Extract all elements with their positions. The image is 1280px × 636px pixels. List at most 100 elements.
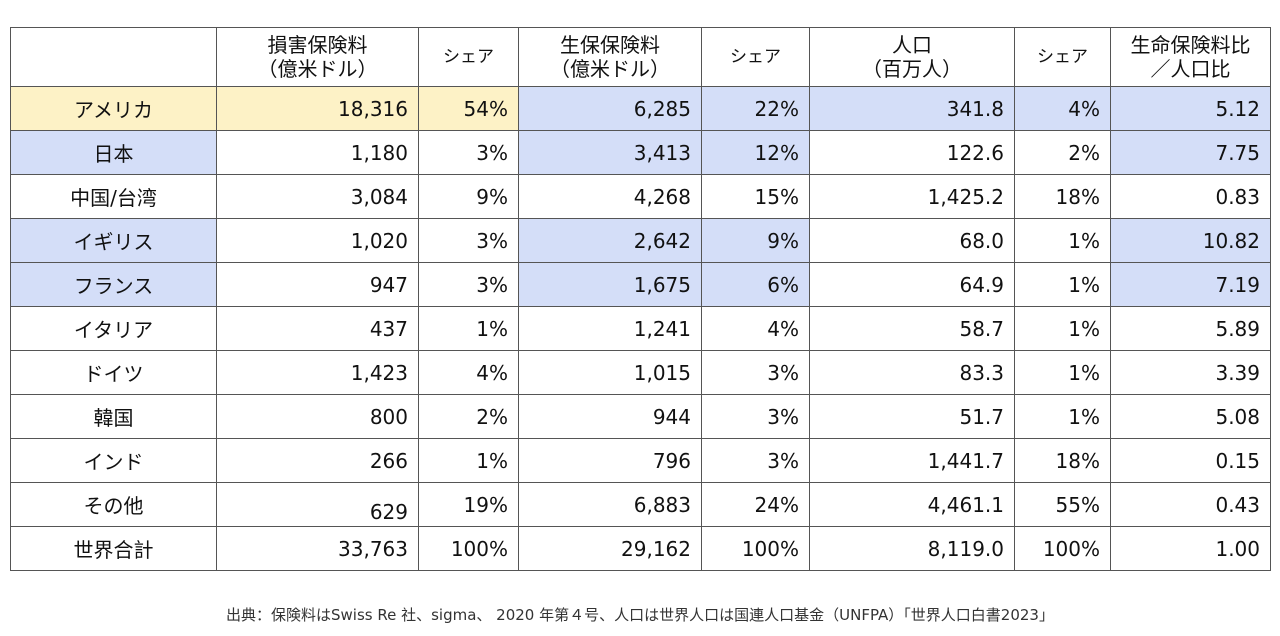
population-share: 100%: [1014, 526, 1111, 571]
country-name: 世界合計: [10, 526, 217, 571]
nonlife-premium: 266: [216, 438, 419, 483]
life-share: 9%: [701, 218, 810, 263]
life-pop-ratio: 0.43: [1110, 482, 1271, 527]
population: 68.0: [809, 218, 1015, 263]
country-name: その他: [10, 482, 217, 527]
life-share: 22%: [701, 86, 810, 131]
population: 51.7: [809, 394, 1015, 439]
header-ratio: 生命保険料比 ／人口比: [1110, 27, 1271, 87]
life-pop-ratio: 7.75: [1110, 130, 1271, 175]
country-name: フランス: [10, 262, 217, 307]
nonlife-premium: 18,316: [216, 86, 419, 131]
life-pop-ratio: 3.39: [1110, 350, 1271, 395]
life-share: 4%: [701, 306, 810, 351]
life-share: 12%: [701, 130, 810, 175]
country-name: 韓国: [10, 394, 217, 439]
life-share: 3%: [701, 350, 810, 395]
header-row: 損害保険料 （億米ドル） シェア 生保保険料 （億米ドル） シェア 人口 （百万人） …: [10, 27, 1271, 87]
source-note: 出典：保険料はSwiss Re 社、sigma、 2020 年第４号、人口は世界…: [226, 606, 1054, 624]
nonlife-premium: 33,763: [216, 526, 419, 571]
country-name: イタリア: [10, 306, 217, 351]
life-pop-ratio: 10.82: [1110, 218, 1271, 263]
table-row-total: 世界合計 33,763 100% 29,162 100% 8,119.0 100…: [10, 526, 1271, 571]
nonlife-premium: 3,084: [216, 174, 419, 219]
life-premium: 796: [518, 438, 702, 483]
table-row: フランス 947 3% 1,675 6% 64.9 1% 7.19: [10, 262, 1271, 307]
life-share: 3%: [701, 394, 810, 439]
table-row: 韓国 800 2% 944 3% 51.7 1% 5.08: [10, 394, 1271, 439]
life-pop-ratio: 5.08: [1110, 394, 1271, 439]
life-share: 24%: [701, 482, 810, 527]
nonlife-share: 2%: [418, 394, 519, 439]
nonlife-share: 54%: [418, 86, 519, 131]
nonlife-premium: 800: [216, 394, 419, 439]
population-share: 1%: [1014, 394, 1111, 439]
life-share: 100%: [701, 526, 810, 571]
insurance-table: 損害保険料 （億米ドル） シェア 生保保険料 （億米ドル） シェア 人口 （百万人） …: [10, 27, 1271, 571]
life-premium: 944: [518, 394, 702, 439]
corner-header: [10, 27, 217, 87]
nonlife-share: 3%: [418, 130, 519, 175]
nonlife-share: 100%: [418, 526, 519, 571]
life-premium: 1,675: [518, 262, 702, 307]
life-pop-ratio: 1.00: [1110, 526, 1271, 571]
nonlife-share: 1%: [418, 438, 519, 483]
life-share: 15%: [701, 174, 810, 219]
life-pop-ratio: 5.12: [1110, 86, 1271, 131]
life-premium: 6,285: [518, 86, 702, 131]
table-row: アメリカ 18,316 54% 6,285 22% 341.8 4% 5.12: [10, 86, 1271, 131]
life-premium: 6,883: [518, 482, 702, 527]
country-name: 中国/台湾: [10, 174, 217, 219]
country-name: インド: [10, 438, 217, 483]
country-name: ドイツ: [10, 350, 217, 395]
table-row: ドイツ 1,423 4% 1,015 3% 83.3 1% 3.39: [10, 350, 1271, 395]
population-share: 1%: [1014, 306, 1111, 351]
header-share: シェア: [1014, 27, 1111, 87]
nonlife-share: 1%: [418, 306, 519, 351]
life-pop-ratio: 7.19: [1110, 262, 1271, 307]
population: 64.9: [809, 262, 1015, 307]
population: 8,119.0: [809, 526, 1015, 571]
life-premium: 3,413: [518, 130, 702, 175]
country-name: イギリス: [10, 218, 217, 263]
population-share: 2%: [1014, 130, 1111, 175]
population: 1,441.7: [809, 438, 1015, 483]
population: 341.8: [809, 86, 1015, 131]
population-share: 1%: [1014, 218, 1111, 263]
population: 122.6: [809, 130, 1015, 175]
population-share: 18%: [1014, 438, 1111, 483]
nonlife-premium: 629: [216, 482, 419, 527]
country-name: 日本: [10, 130, 217, 175]
population: 1,425.2: [809, 174, 1015, 219]
table-row: その他 629 19% 6,883 24% 4,461.1 55% 0.43: [10, 482, 1271, 527]
header-population: 人口 （百万人）: [809, 27, 1015, 87]
nonlife-share: 9%: [418, 174, 519, 219]
country-name: アメリカ: [10, 86, 217, 131]
header-share: シェア: [701, 27, 810, 87]
table-row: 中国/台湾 3,084 9% 4,268 15% 1,425.2 18% 0.8…: [10, 174, 1271, 219]
header-share: シェア: [418, 27, 519, 87]
table-row: インド 266 1% 796 3% 1,441.7 18% 0.15: [10, 438, 1271, 483]
header-life-premium: 生保保険料 （億米ドル）: [518, 27, 702, 87]
nonlife-premium: 1,180: [216, 130, 419, 175]
life-pop-ratio: 0.83: [1110, 174, 1271, 219]
population: 4,461.1: [809, 482, 1015, 527]
nonlife-share: 19%: [418, 482, 519, 527]
life-pop-ratio: 5.89: [1110, 306, 1271, 351]
life-premium: 1,241: [518, 306, 702, 351]
life-share: 6%: [701, 262, 810, 307]
population: 83.3: [809, 350, 1015, 395]
population-share: 18%: [1014, 174, 1111, 219]
population: 58.7: [809, 306, 1015, 351]
table-row: 日本 1,180 3% 3,413 12% 122.6 2% 7.75: [10, 130, 1271, 175]
nonlife-premium: 1,020: [216, 218, 419, 263]
population-share: 4%: [1014, 86, 1111, 131]
nonlife-premium: 437: [216, 306, 419, 351]
life-share: 3%: [701, 438, 810, 483]
nonlife-share: 4%: [418, 350, 519, 395]
population-share: 1%: [1014, 262, 1111, 307]
life-premium: 1,015: [518, 350, 702, 395]
life-premium: 2,642: [518, 218, 702, 263]
table-row: イギリス 1,020 3% 2,642 9% 68.0 1% 10.82: [10, 218, 1271, 263]
header-nonlife-premium: 損害保険料 （億米ドル）: [216, 27, 419, 87]
